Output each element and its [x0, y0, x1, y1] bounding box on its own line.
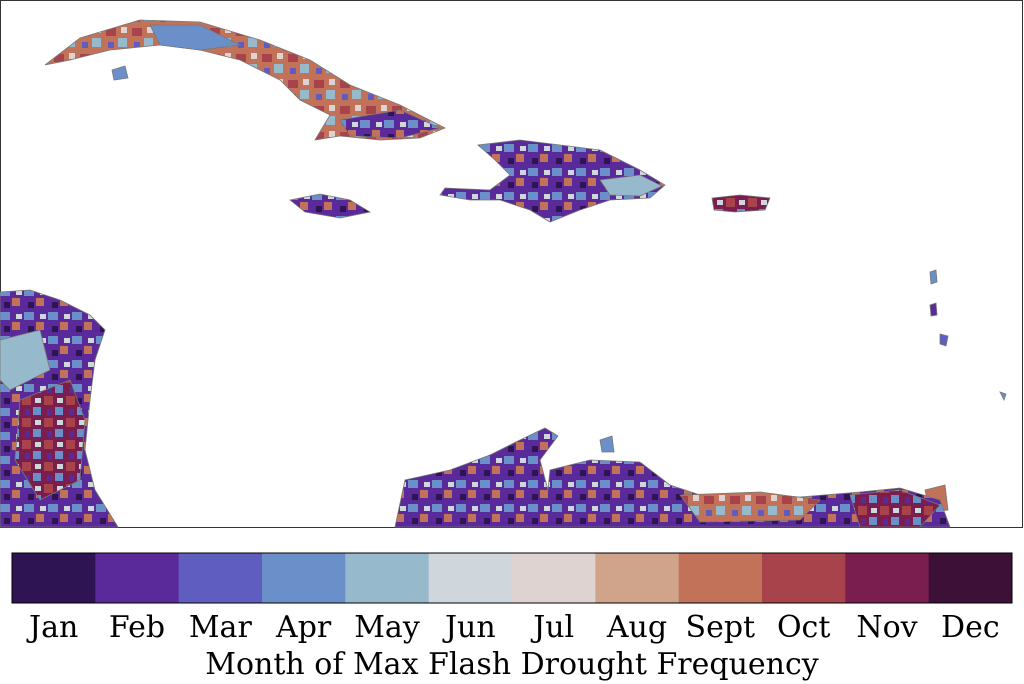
colorbar-tick-label: Jun — [442, 610, 496, 645]
colorbar-swatch — [512, 553, 596, 603]
colorbar-tick-label: Sept — [686, 610, 756, 645]
south-america-patch — [849, 489, 941, 528]
colorbar-swatch — [928, 553, 1013, 603]
colorbar-swatch — [178, 553, 263, 603]
island — [929, 269, 938, 285]
colorbar-swatch — [762, 553, 846, 603]
colorbar-tick-label: Oct — [777, 610, 830, 645]
land — [0, 19, 1007, 528]
colorbar-label: Month of Max Flash Drought Frequency — [205, 647, 819, 682]
colorbar-swatch — [262, 553, 346, 603]
colorbar: Jan Feb Mar Apr May Jun Jul Aug Sept Oct Nov Dec — [11, 552, 1013, 645]
colorbar-tick-label: Jan — [26, 610, 78, 645]
island — [599, 435, 615, 453]
island — [999, 391, 1007, 402]
colorbar-tick-label: Nov — [856, 610, 917, 645]
isla-juventud — [111, 65, 129, 81]
hispaniola-east-patch — [599, 174, 663, 197]
map-frame — [0, 0, 1023, 528]
colorbar-swatch — [595, 553, 680, 603]
colorbar-tick-label: Apr — [275, 610, 332, 645]
colorbar-tick-label: Feb — [109, 610, 165, 645]
colorbar-swatch — [678, 553, 763, 603]
puerto-rico — [711, 194, 771, 213]
jamaica — [289, 193, 372, 219]
colorbar-border — [11, 552, 1013, 604]
colorbar-swatch — [845, 553, 930, 603]
island — [929, 302, 938, 317]
colorbar-tick-label: Mar — [189, 610, 253, 645]
central-america-patch — [14, 379, 86, 501]
colorbar-swatch — [12, 553, 96, 603]
central-america-patch — [0, 329, 51, 391]
colorbar-tick-label: Aug — [606, 610, 667, 645]
island — [939, 333, 949, 347]
colorbar-tick-label: May — [354, 610, 420, 645]
colorbar-swatch — [345, 553, 430, 603]
colorbar-swatch — [428, 553, 513, 603]
colorbar-tick-label: Dec — [941, 610, 1000, 645]
hispaniola — [439, 139, 666, 223]
colorbar-swatch — [95, 553, 180, 603]
south-america-patch — [679, 491, 821, 523]
cuba-west-patch — [149, 24, 242, 51]
colorbar-tick-label: Jul — [530, 610, 574, 645]
cuba-east-patch — [339, 109, 442, 139]
